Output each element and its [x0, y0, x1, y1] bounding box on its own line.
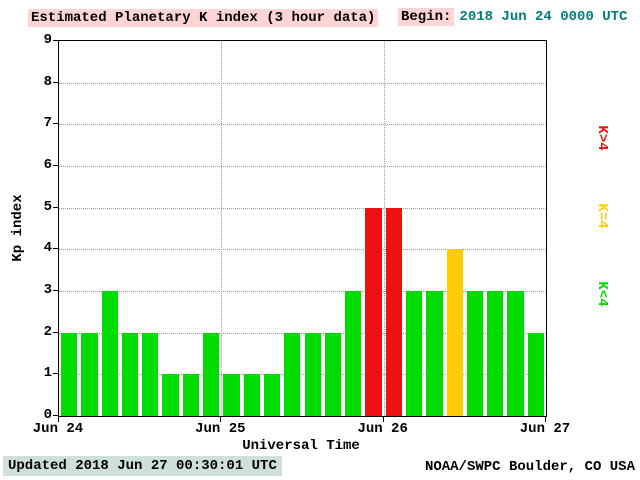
kp-bar	[223, 374, 240, 416]
kp-bar	[162, 374, 179, 416]
y-tick-label: 3	[43, 282, 52, 298]
x-tick-mark	[58, 417, 59, 422]
kp-bar	[385, 207, 402, 416]
y-axis-label: Kp index	[10, 194, 26, 262]
kp-bar	[284, 332, 301, 416]
y-tick-label: 7	[43, 115, 52, 132]
gridline-horizontal	[59, 291, 546, 292]
kp-bar	[61, 332, 78, 416]
y-tick-label: 0	[43, 407, 52, 423]
gridline-horizontal	[59, 249, 546, 251]
begin-block: Begin: 2018 Jun 24 0000 UTC	[398, 8, 628, 26]
y-tick-mark	[53, 123, 58, 125]
y-tick-mark	[53, 373, 58, 375]
kp-bar	[243, 374, 260, 416]
gridline-horizontal	[59, 374, 546, 376]
y-tick-mark	[53, 331, 58, 333]
y-tick-label: 6	[43, 157, 52, 173]
y-tick-mark	[53, 248, 58, 250]
kp-bar	[304, 332, 321, 416]
gridline-horizontal	[59, 82, 546, 84]
kp-bar	[81, 332, 98, 416]
gridline-horizontal	[59, 124, 546, 126]
kp-bar	[507, 291, 524, 416]
legend-label: K=4	[594, 203, 610, 229]
kp-bar	[324, 332, 342, 416]
y-tick-mark	[53, 206, 58, 208]
y-tick-label: 5	[43, 198, 52, 215]
begin-label: Begin:	[398, 8, 455, 26]
x-axis-label: Universal Time	[242, 438, 360, 454]
gridline-horizontal	[59, 332, 546, 334]
x-tick-mark	[382, 417, 384, 422]
gridline-horizontal	[59, 207, 546, 209]
x-tick-label: Jun 27	[519, 421, 571, 437]
x-tick-mark	[545, 417, 546, 422]
kp-bar	[405, 291, 423, 416]
kp-bar	[365, 207, 382, 416]
begin-value: 2018 Jun 24 0000 UTC	[459, 9, 628, 25]
gridline-vertical	[221, 41, 223, 416]
plot-area	[58, 40, 547, 417]
kp-bar	[446, 249, 463, 416]
x-tick-label: Jun 25	[195, 421, 246, 437]
kp-bar	[345, 291, 362, 416]
y-tick-label: 2	[43, 323, 52, 340]
kp-bar	[182, 374, 200, 416]
kp-bar	[263, 374, 281, 416]
legend-label: K<4	[594, 281, 610, 307]
y-tick-label: 4	[43, 240, 52, 257]
kp-bar	[466, 291, 484, 416]
gridline-vertical	[383, 41, 385, 416]
kp-bar	[487, 291, 504, 416]
y-tick-label: 9	[43, 32, 52, 48]
kp-bar	[101, 291, 118, 416]
x-tick-mark	[220, 417, 222, 422]
kp-bar	[121, 332, 139, 416]
y-tick-label: 1	[43, 365, 52, 382]
y-tick-mark	[53, 290, 58, 291]
kp-bar	[142, 332, 159, 416]
y-tick-mark	[53, 165, 58, 166]
updated-text: Updated 2018 Jun 27 00:30:01 UTC	[3, 456, 282, 476]
kp-bar	[426, 291, 443, 416]
y-tick-label: 8	[43, 73, 52, 90]
y-tick-mark	[53, 415, 58, 416]
gridline-horizontal	[59, 166, 546, 167]
legend-label: K>4	[594, 125, 610, 151]
kp-bar	[527, 332, 544, 416]
kp-bar	[203, 332, 220, 416]
x-tick-label: Jun 26	[357, 421, 408, 437]
y-tick-mark	[53, 40, 58, 41]
chart-title: Estimated Planetary K index (3 hour data…	[28, 9, 379, 27]
source-text: NOAA/SWPC Boulder, CO USA	[424, 459, 635, 475]
y-tick-mark	[53, 81, 58, 83]
x-tick-label: Jun 24	[32, 421, 84, 437]
